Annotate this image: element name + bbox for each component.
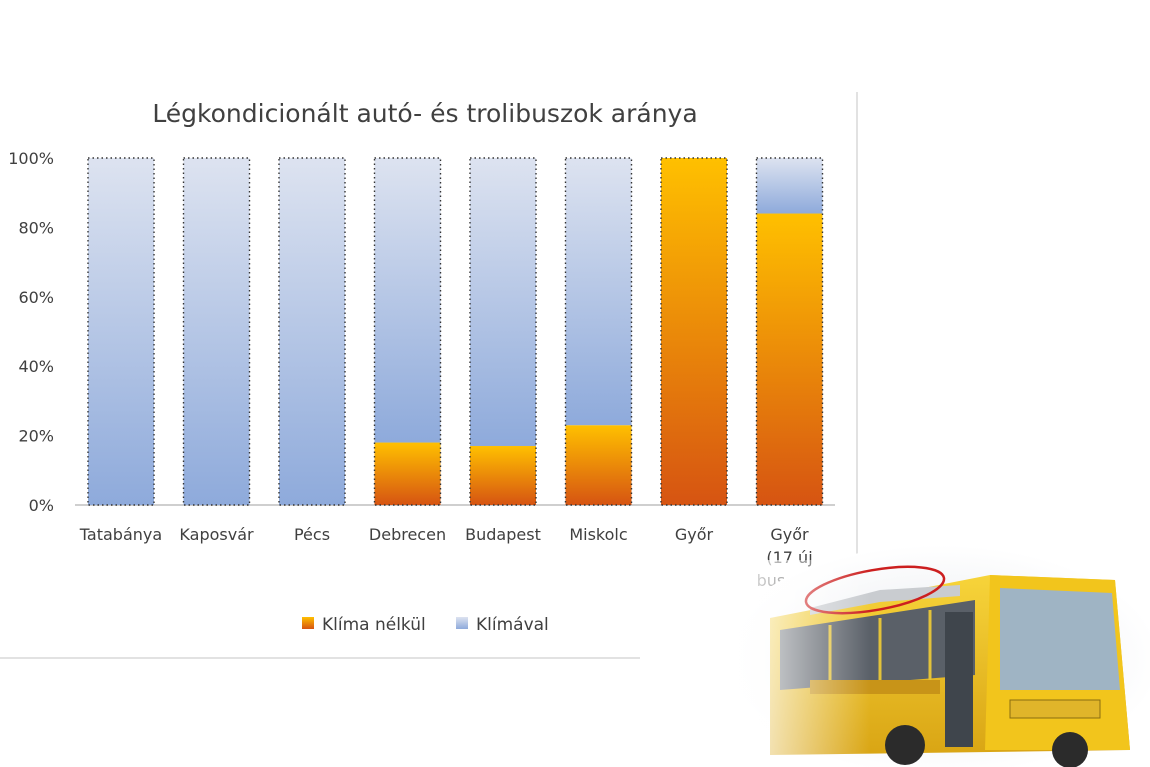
- bar-outline: [469, 157, 537, 506]
- bar-outline: [755, 157, 824, 506]
- bar-no-ac: [374, 442, 441, 505]
- legend-swatch-ac: [456, 617, 468, 629]
- y-tick-label: 80%: [18, 218, 54, 237]
- y-tick-label: 20%: [18, 427, 54, 446]
- x-tick-label: Miskolc: [569, 525, 627, 544]
- bar-ac: [374, 158, 441, 443]
- bar-outline: [373, 157, 442, 506]
- x-tick-label: Debrecen: [369, 525, 446, 544]
- x-tick-label: Tatabánya: [79, 525, 162, 544]
- bar-ac: [88, 158, 154, 505]
- x-tick-label: Kaposvár: [179, 525, 254, 544]
- bar-ac: [470, 158, 536, 447]
- bar-ac: [279, 158, 345, 505]
- bar-no-ac: [661, 158, 727, 505]
- y-tick-label: 0%: [29, 496, 54, 515]
- bar-outline: [87, 157, 155, 506]
- y-tick-label: 40%: [18, 357, 54, 376]
- y-tick-label: 60%: [18, 288, 54, 307]
- legend-label-no-ac: Klíma nélkül: [322, 615, 426, 635]
- bar-outline: [182, 157, 251, 506]
- bars: [87, 157, 824, 506]
- legend-label-ac: Klímával: [476, 615, 549, 635]
- photo-fade: [720, 560, 1150, 767]
- x-tick-label: Pécs: [294, 525, 330, 544]
- x-tick-label: Győr: [770, 525, 809, 544]
- bar-no-ac: [470, 446, 536, 505]
- legend-swatch-no-ac: [302, 617, 314, 629]
- legend: Klíma nélkül Klímával: [302, 615, 549, 635]
- x-tick-label: Budapest: [465, 525, 541, 544]
- chart-title: Légkondicionált autó- és trolibuszok ará…: [152, 99, 697, 128]
- x-tick-label: Győr: [675, 525, 714, 544]
- y-tick-label: 100%: [8, 149, 54, 168]
- bar-ac: [565, 158, 632, 426]
- bar-outline: [564, 157, 633, 506]
- y-axis: 0% 20% 40% 60% 80% 100%: [8, 149, 54, 515]
- bar-ac: [756, 158, 823, 214]
- bar-outline: [278, 157, 346, 506]
- x-axis: Tatabánya Kaposvár Pécs Debrecen Budapest Mis…: [79, 525, 823, 590]
- bar-no-ac: [756, 213, 823, 505]
- bar-ac: [183, 158, 250, 505]
- bar-outline: [660, 157, 728, 506]
- trolleybus-photo: [720, 545, 1150, 767]
- bar-no-ac: [565, 425, 632, 505]
